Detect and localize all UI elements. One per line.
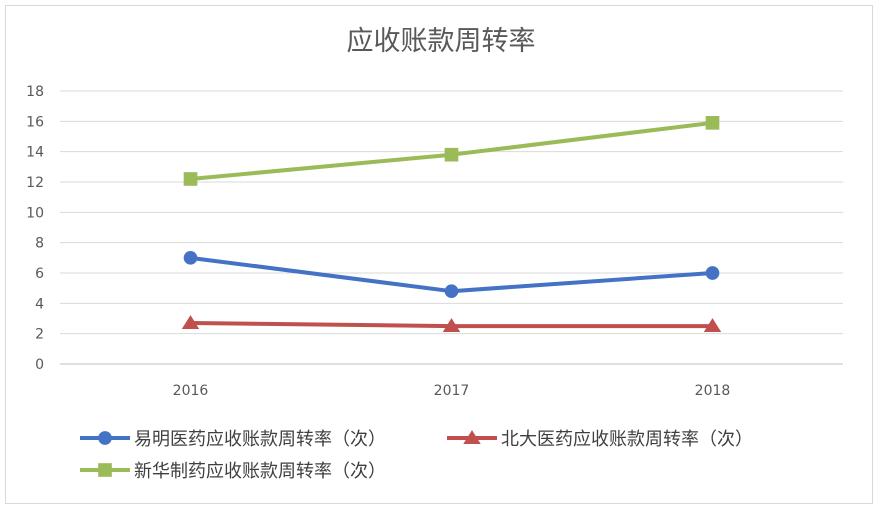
data-point (705, 116, 720, 130)
y-tick-label: 10 (26, 205, 44, 221)
grid-layer (60, 90, 843, 365)
data-point (444, 284, 459, 299)
data-point (183, 251, 198, 265)
legend-label: 北大医药应收账款周转率（次） (501, 429, 753, 450)
legend-item-3: 新华制药应收账款周转率（次） (80, 461, 386, 482)
y-tick-label: 2 (35, 327, 44, 343)
chart-frame (5, 5, 873, 504)
data-point (444, 147, 459, 162)
legend: 易明医药应收账款周转率（次） 北大医药应收账款周转率（次） 新华制药应收账款周转率（… (80, 429, 753, 482)
x-axis-ticks: 2016 2017 2018 (173, 383, 731, 399)
legend-item-1: 易明医药应收账款周转率（次） (80, 429, 386, 450)
y-tick-label: 4 (35, 296, 44, 312)
data-point (442, 318, 461, 333)
legend-swatch-marker (463, 430, 481, 444)
y-tick-label: 16 (26, 114, 44, 130)
data-point (705, 266, 720, 280)
series-layer (181, 116, 722, 333)
series-1 (183, 251, 720, 299)
legend-swatch-marker (98, 431, 112, 445)
y-tick-label: 6 (35, 266, 44, 282)
y-tick-label: 0 (35, 357, 44, 373)
data-point (183, 172, 198, 186)
y-tick-label: 14 (26, 145, 44, 161)
legend-label: 易明医药应收账款周转率（次） (134, 429, 386, 450)
legend-label: 新华制药应收账款周转率（次） (134, 461, 386, 482)
legend-item-2: 北大医药应收账款周转率（次） (447, 429, 753, 450)
data-point (181, 315, 200, 329)
x-tick-label: 2018 (695, 383, 731, 399)
chart-title: 应收账款周转率 (347, 26, 536, 57)
legend-swatch-marker (98, 463, 112, 477)
y-tick-label: 12 (26, 175, 44, 191)
x-tick-label: 2017 (434, 383, 470, 399)
y-tick-label: 8 (35, 236, 44, 252)
x-tick-label: 2016 (173, 383, 209, 399)
y-tick-label: 18 (26, 84, 44, 100)
series-2 (181, 315, 722, 333)
data-point (703, 318, 722, 333)
series-3 (183, 116, 720, 186)
y-axis-ticks: 0 2 4 6 8 10 12 14 16 18 (26, 84, 44, 373)
